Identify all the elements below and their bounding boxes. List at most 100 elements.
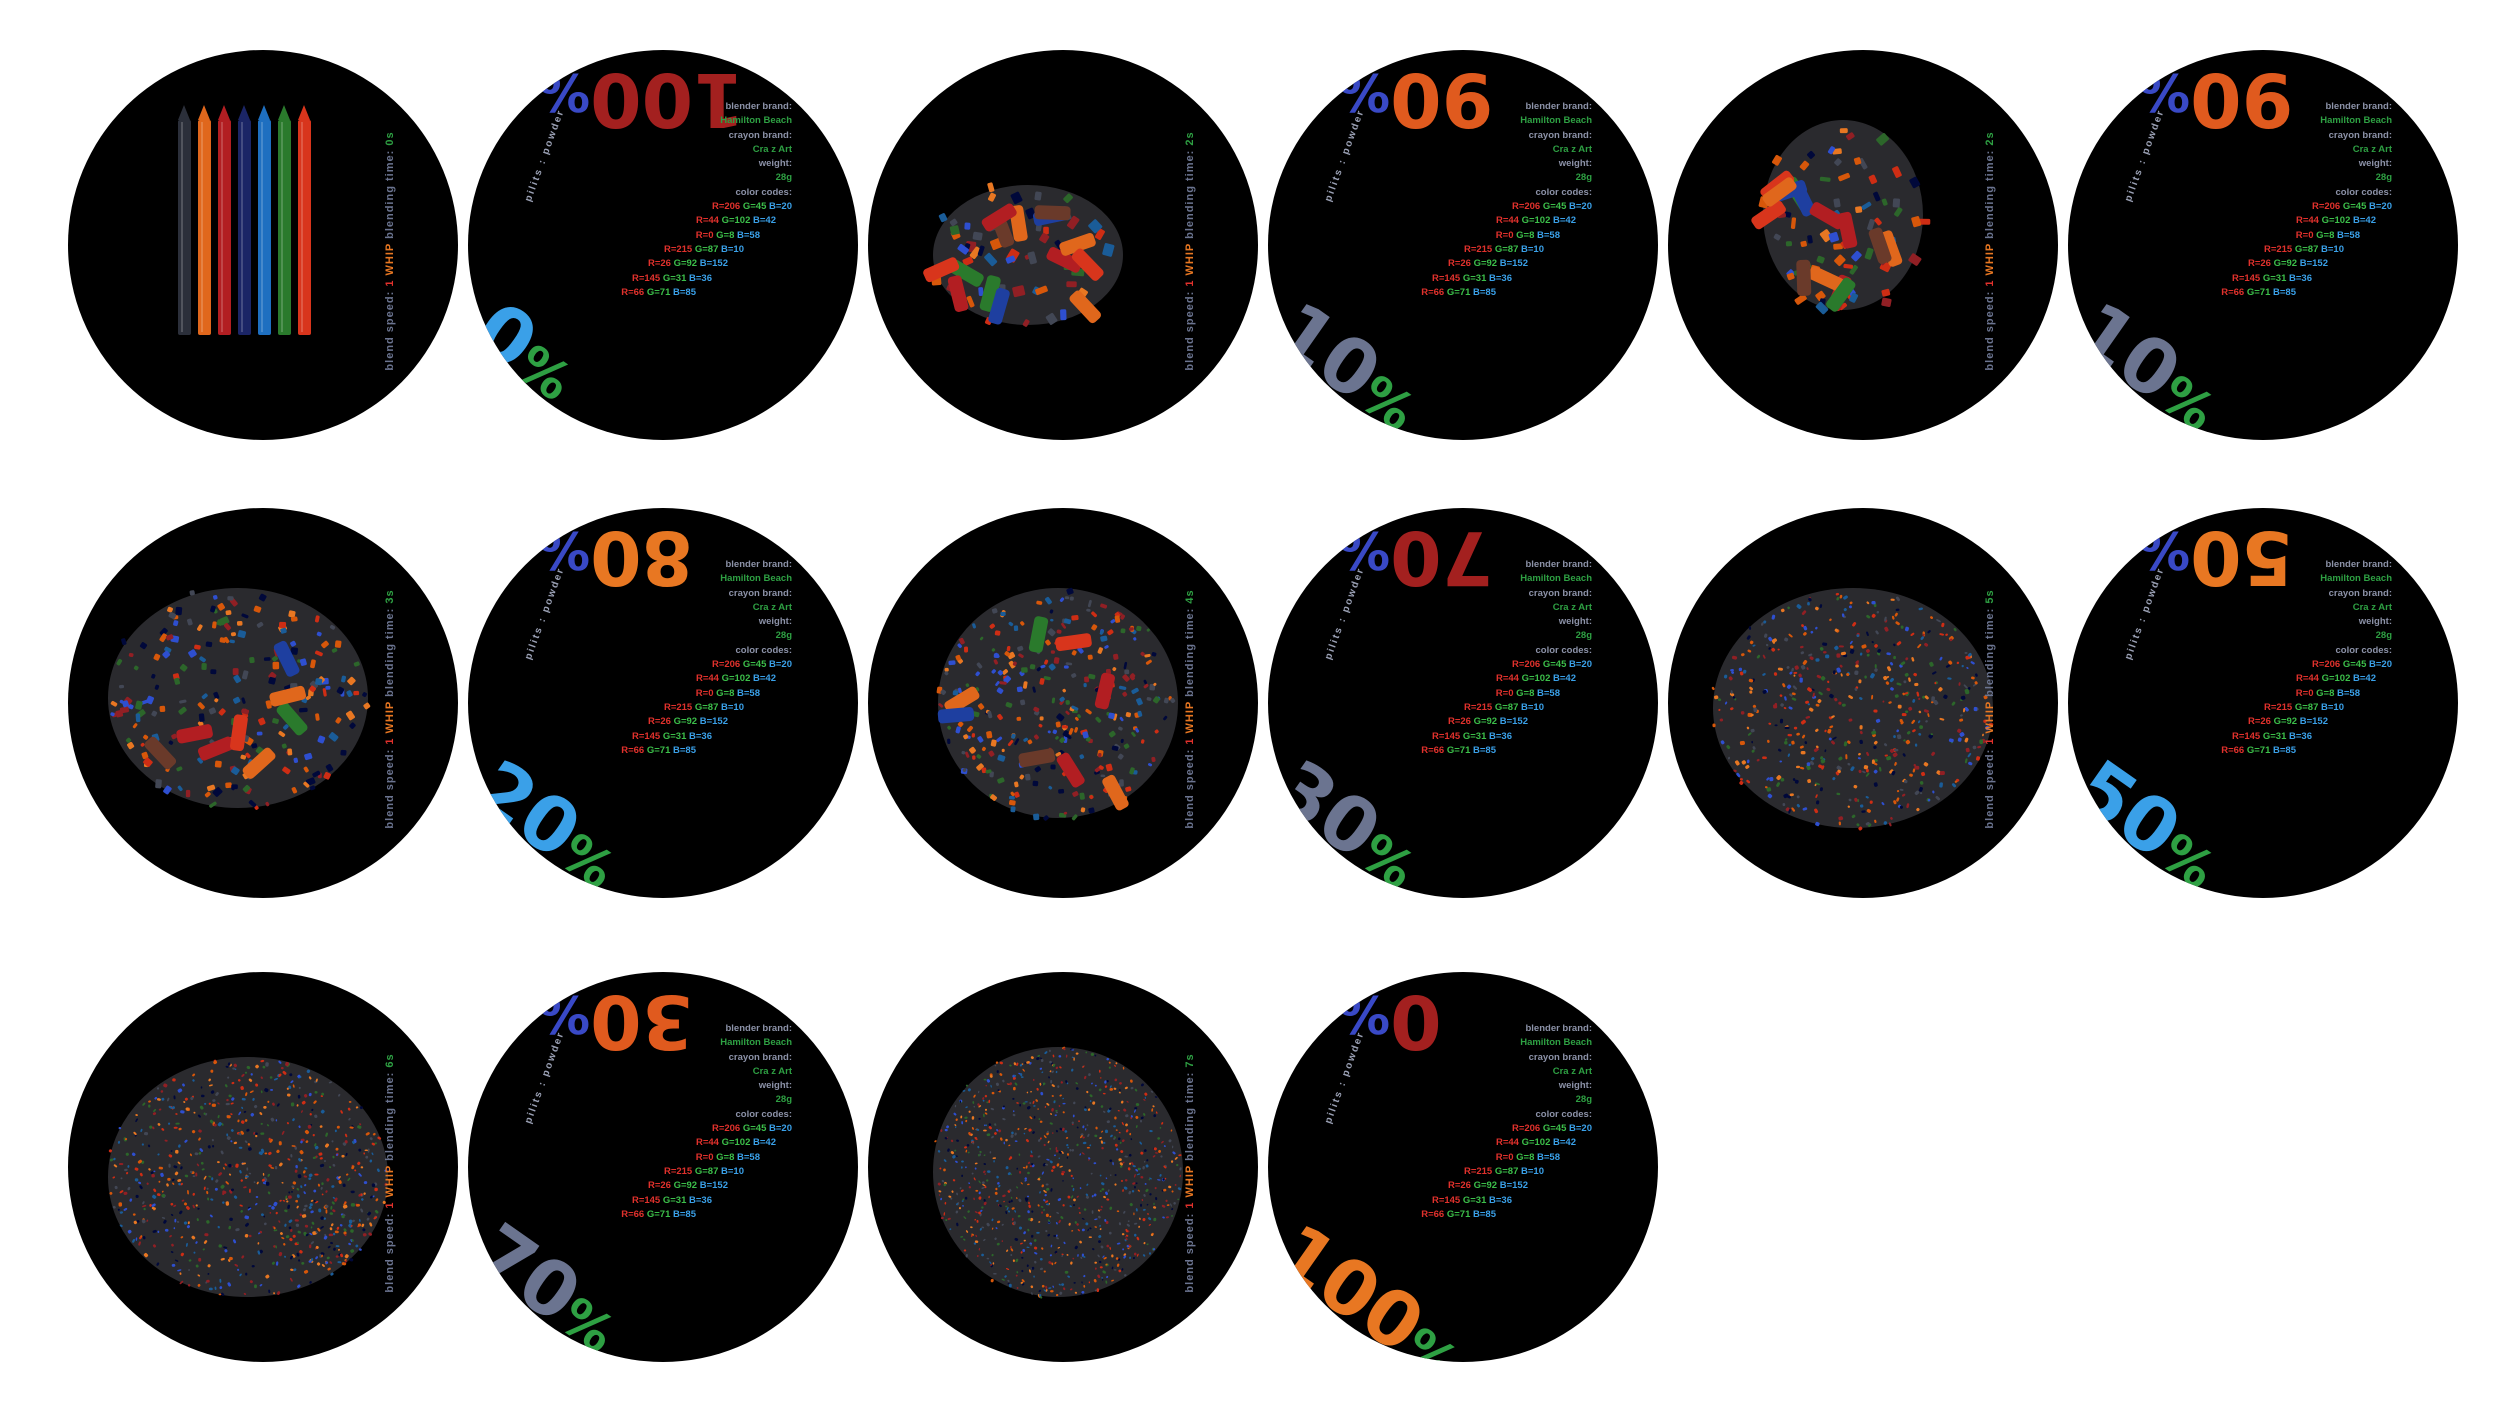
powder-percent: 20% — [468, 742, 626, 898]
color-code-row: R=0 G=8 B=58 — [695, 1151, 760, 1163]
sample-pair: blend speed: 1 WHIP blending time: 2s 90%… — [868, 50, 1658, 440]
color-code-row: R=145 G=31 B=36 — [2231, 272, 2312, 284]
sample-info-disc: 100% 0% pilits : powder blender brand: Hamil… — [468, 50, 858, 440]
sample-info-disc: 80% 20% pilits : powder blender brand: Hamil… — [468, 508, 858, 898]
weight-value: 28g — [1575, 172, 1592, 184]
color-code-row: R=145 G=31 B=36 — [631, 730, 712, 742]
crayon-chunk — [947, 275, 969, 312]
sample-info-list: blender brand: Hamilton Beach crayon brand… — [621, 100, 792, 300]
color-code-row: R=215 G=87 B=10 — [1463, 701, 1544, 713]
weight-label: weight: — [758, 616, 792, 628]
color-code-row: R=206 G=45 B=20 — [711, 201, 792, 213]
color-code-row: R=44 G=102 B=42 — [2295, 215, 2376, 227]
crayon-chunk — [273, 640, 300, 677]
crayon-chunk — [229, 714, 248, 751]
color-code-row: R=145 G=31 B=36 — [631, 1194, 712, 1206]
color-code-row: R=145 G=31 B=36 — [2231, 730, 2312, 742]
color-code-row: R=206 G=45 B=20 — [2311, 201, 2392, 213]
color-codes-label: color codes: — [1535, 1108, 1593, 1120]
weight-value: 28g — [1575, 630, 1592, 642]
crayon-chunk — [1034, 205, 1071, 221]
crayon-icon — [278, 105, 291, 335]
color-code-row: R=0 G=8 B=58 — [1495, 229, 1560, 241]
crayon-icon — [218, 105, 231, 335]
blender-brand: Hamilton Beach — [720, 115, 792, 127]
crayon-chunk — [1868, 227, 1892, 264]
color-code-row: R=206 G=45 B=20 — [1511, 201, 1592, 213]
crayon-chunk — [1028, 616, 1049, 653]
powder-pile — [933, 1047, 1183, 1297]
sample-info-disc: 90% 10% pilits : powder blender brand: Hamil… — [1268, 50, 1658, 440]
blend-settings-label: blend speed: 1 WHIP blending time: 0s — [384, 131, 396, 371]
sample-photo-disc: blend speed: 1 WHIP blending time: 4s — [868, 508, 1258, 898]
crayon-chunk — [923, 257, 960, 283]
sample-photo — [936, 587, 1178, 821]
crayon-brand: Cra z Art — [752, 601, 792, 613]
crayon-chunk — [1796, 259, 1812, 297]
color-code-row: R=66 G=71 B=85 — [2221, 744, 2296, 756]
sample-photo-disc: blend speed: 1 WHIP blending time: 5s — [1668, 508, 2058, 898]
color-code-row: R=26 G=92 B=152 — [647, 716, 728, 728]
powder-percent: 30% — [1268, 742, 1426, 898]
blend-settings-label: blend speed: 1 WHIP blending time: 2s — [1984, 131, 1996, 371]
color-code-row: R=215 G=87 B=10 — [2263, 701, 2344, 713]
weight-label: weight: — [2358, 616, 2392, 628]
blend-settings-label: blend speed: 1 WHIP blending time: 7s — [1184, 1053, 1196, 1293]
color-code-row: R=66 G=71 B=85 — [1421, 1208, 1496, 1220]
crayon-chunk — [269, 685, 307, 707]
crayon-chunk — [1046, 247, 1083, 273]
crayon-brand: Cra z Art — [752, 143, 792, 155]
color-code-row: R=66 G=71 B=85 — [1421, 286, 1496, 298]
weight-label: weight: — [758, 1080, 792, 1092]
blend-settings-label: blend speed: 1 WHIP blending time: 4s — [1184, 589, 1196, 829]
weight-value: 28g — [775, 1094, 792, 1106]
color-code-row: R=145 G=31 B=36 — [1431, 730, 1512, 742]
color-code-row: R=26 G=92 B=152 — [1447, 258, 1528, 270]
color-code-row: R=145 G=31 B=36 — [631, 272, 712, 284]
color-code-row: R=0 G=8 B=58 — [1495, 687, 1560, 699]
color-code-row: R=215 G=87 B=10 — [2263, 243, 2344, 255]
color-code-row: R=26 G=92 B=152 — [2247, 258, 2328, 270]
sample-photo — [1711, 588, 1994, 831]
crayon-brand: Cra z Art — [1552, 1065, 1592, 1077]
color-code-row: R=26 G=92 B=152 — [2247, 716, 2328, 728]
crayon-chunk — [144, 736, 177, 770]
color-code-row: R=44 G=102 B=42 — [2295, 673, 2376, 685]
powder-pile — [938, 588, 1178, 818]
blender-brand-label: blender brand: — [725, 559, 792, 570]
blender-brand: Hamilton Beach — [1520, 573, 1592, 585]
blender-brand: Hamilton Beach — [720, 573, 792, 585]
blender-brand-label: blender brand: — [2325, 101, 2392, 112]
sample-info-list: blender brand: Hamilton Beach crayon brand… — [621, 1022, 792, 1222]
color-code-row: R=215 G=87 B=10 — [1463, 243, 1544, 255]
crayon-chunk — [1071, 248, 1104, 281]
weight-label: weight: — [2358, 158, 2392, 170]
crayon-chunk — [988, 287, 1010, 325]
crayon-chunk — [1751, 200, 1786, 230]
color-code-row: R=206 G=45 B=20 — [711, 1123, 792, 1135]
color-codes-label: color codes: — [735, 186, 793, 198]
color-code-row: R=44 G=102 B=42 — [695, 673, 776, 685]
crayon-chunk — [1055, 633, 1092, 652]
color-code-row: R=0 G=8 B=58 — [2295, 229, 2360, 241]
color-code-row: R=145 G=31 B=36 — [1431, 1194, 1512, 1206]
sample-photo — [923, 182, 1123, 327]
color-code-row: R=0 G=8 B=58 — [695, 687, 760, 699]
sample-photo-disc: blend speed: 1 WHIP blending time: 2s — [1668, 50, 2058, 440]
sample-photo — [108, 1057, 390, 1297]
sample-info-list: blender brand: Hamilton Beach crayon brand… — [2221, 100, 2392, 300]
powder-percent: 10% — [1268, 284, 1426, 440]
color-code-row: R=0 G=8 B=58 — [695, 229, 760, 241]
powder-percent: 0% — [468, 284, 583, 414]
crayon-brand-label: crayon brand: — [2328, 587, 2392, 599]
color-code-row: R=26 G=92 B=152 — [647, 1180, 728, 1192]
blender-brand: Hamilton Beach — [2320, 573, 2392, 585]
sample-info-list: blender brand: Hamilton Beach crayon brand… — [621, 558, 792, 758]
crayon-icon — [178, 105, 191, 335]
weight-label: weight: — [758, 158, 792, 170]
sample-pair: blend speed: 1 WHIP blending time: 5s 50%… — [1668, 508, 2458, 898]
weight-label: weight: — [1558, 158, 1592, 170]
crayon-icon — [198, 105, 211, 335]
color-code-row: R=206 G=45 B=20 — [1511, 659, 1592, 671]
color-code-row: R=0 G=8 B=58 — [2295, 687, 2360, 699]
